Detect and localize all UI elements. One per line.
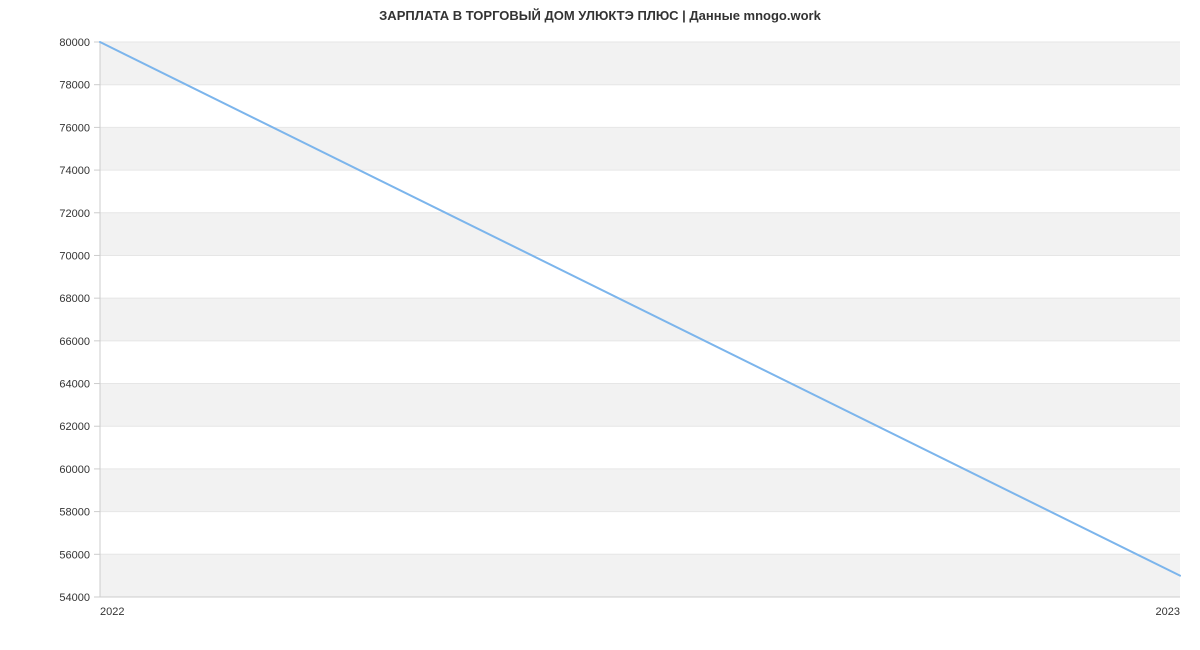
x-tick-label: 2023	[1156, 606, 1180, 618]
y-tick-label: 76000	[59, 122, 90, 134]
y-tick-label: 74000	[59, 165, 90, 177]
y-tick-label: 64000	[59, 379, 90, 391]
y-tick-label: 56000	[59, 549, 90, 561]
salary-line-chart: ЗАРПЛАТА В ТОРГОВЫЙ ДОМ УЛЮКТЭ ПЛЮС | Да…	[0, 0, 1200, 650]
y-tick-label: 60000	[59, 464, 90, 476]
x-tick-label: 2022	[100, 606, 124, 618]
y-tick-label: 58000	[59, 507, 90, 519]
y-tick-label: 54000	[59, 592, 90, 604]
y-tick-label: 72000	[59, 208, 90, 220]
y-tick-label: 68000	[59, 293, 90, 305]
y-tick-label: 62000	[59, 421, 90, 433]
y-tick-label: 78000	[59, 80, 90, 92]
chart-svg: 54000 56000 58000 60000 62000 64000 66000 68000…	[0, 0, 1200, 650]
y-tick-label: 70000	[59, 250, 90, 262]
y-tick-label: 66000	[59, 336, 90, 348]
y-tick-label: 80000	[59, 37, 90, 49]
